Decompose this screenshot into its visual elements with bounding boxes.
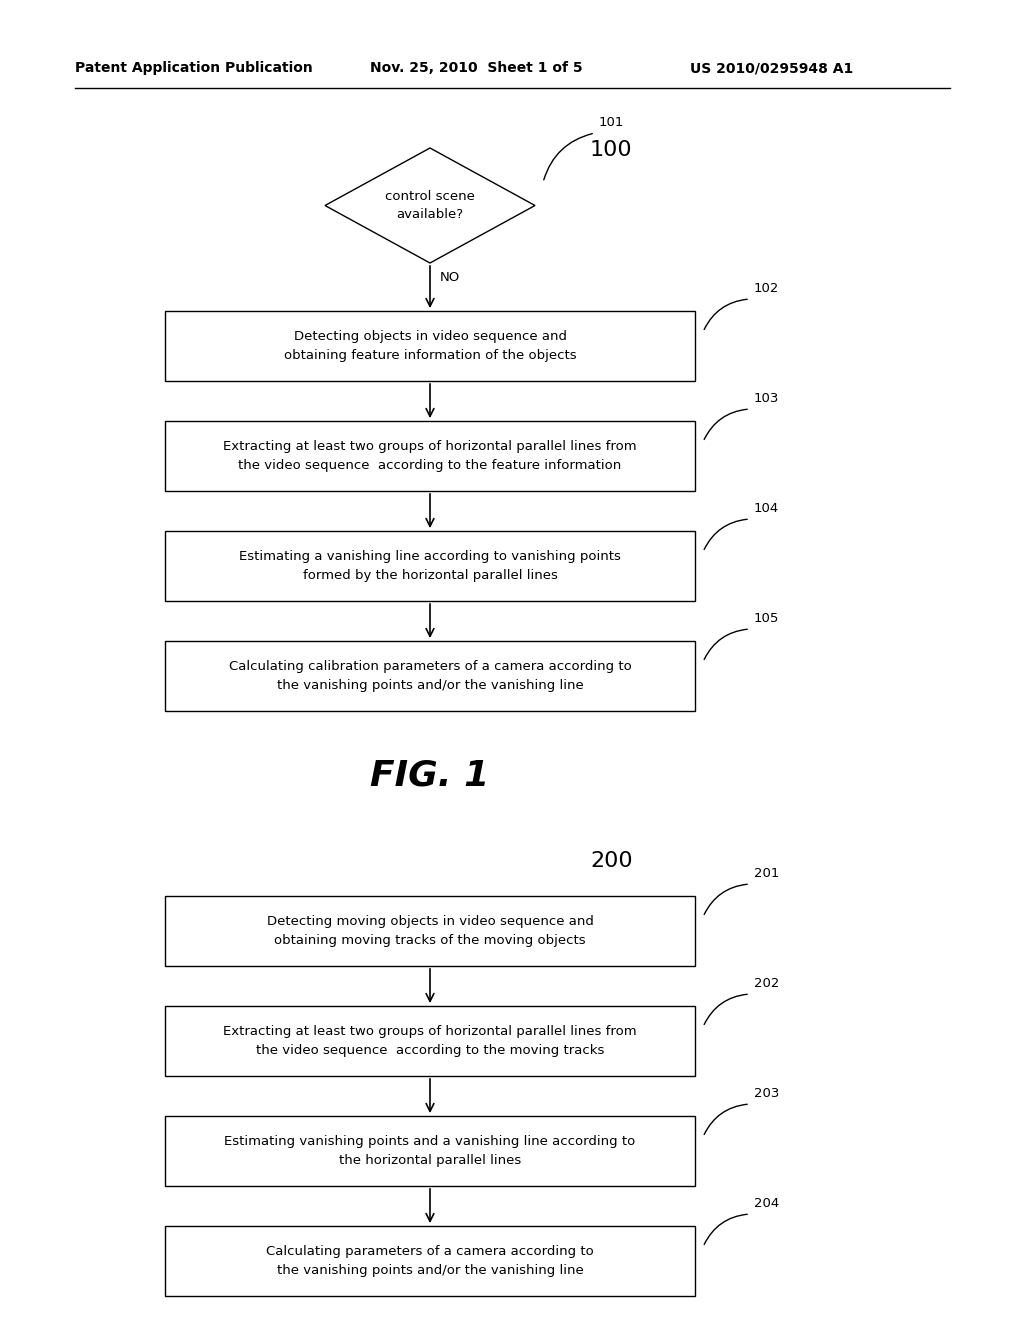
Text: US 2010/0295948 A1: US 2010/0295948 A1 [690,61,853,75]
FancyBboxPatch shape [165,642,695,711]
Text: 104: 104 [754,502,779,515]
Text: Extracting at least two groups of horizontal parallel lines from
the video seque: Extracting at least two groups of horizo… [223,440,637,473]
Text: Patent Application Publication: Patent Application Publication [75,61,312,75]
Text: FIG. 1: FIG. 1 [371,759,489,793]
Text: Extracting at least two groups of horizontal parallel lines from
the video seque: Extracting at least two groups of horizo… [223,1026,637,1057]
Text: 201: 201 [754,867,779,880]
FancyBboxPatch shape [165,312,695,381]
Text: Detecting moving objects in video sequence and
obtaining moving tracks of the mo: Detecting moving objects in video sequen… [266,915,594,946]
Text: NO: NO [440,271,460,284]
Text: Nov. 25, 2010  Sheet 1 of 5: Nov. 25, 2010 Sheet 1 of 5 [370,61,583,75]
FancyBboxPatch shape [165,896,695,966]
Text: 203: 203 [754,1086,779,1100]
Text: Estimating a vanishing line according to vanishing points
formed by the horizont: Estimating a vanishing line according to… [239,550,621,582]
FancyBboxPatch shape [165,421,695,491]
Text: Detecting objects in video sequence and
obtaining feature information of the obj: Detecting objects in video sequence and … [284,330,577,362]
Text: 204: 204 [754,1197,779,1210]
Text: 102: 102 [754,282,779,294]
Text: 103: 103 [754,392,779,405]
Text: 101: 101 [599,116,625,129]
Text: Calculating calibration parameters of a camera according to
the vanishing points: Calculating calibration parameters of a … [228,660,632,692]
Text: 105: 105 [754,612,779,624]
Text: Calculating parameters of a camera according to
the vanishing points and/or the : Calculating parameters of a camera accor… [266,1245,594,1276]
Text: control scene
available?: control scene available? [385,190,475,222]
FancyBboxPatch shape [165,1115,695,1185]
FancyBboxPatch shape [165,1226,695,1296]
FancyBboxPatch shape [165,531,695,601]
Text: 202: 202 [754,977,779,990]
Text: 100: 100 [590,140,633,160]
FancyBboxPatch shape [165,1006,695,1076]
Polygon shape [325,148,535,263]
Text: Estimating vanishing points and a vanishing line according to
the horizontal par: Estimating vanishing points and a vanish… [224,1135,636,1167]
Text: 200: 200 [590,851,633,871]
